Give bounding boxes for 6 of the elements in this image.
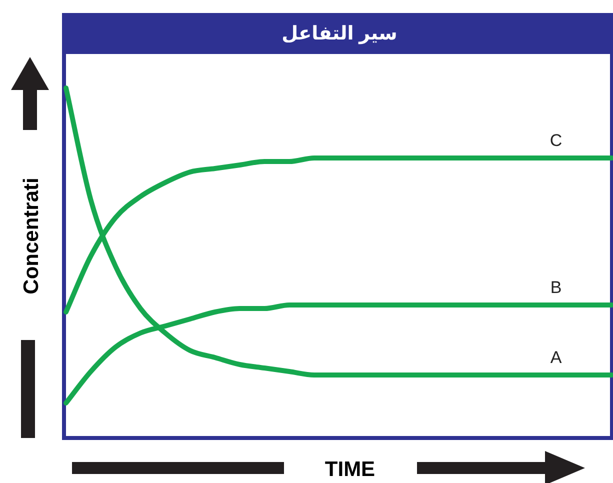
chart-title: سير التفاعل bbox=[282, 24, 398, 44]
series-label: A bbox=[550, 348, 562, 367]
series-label: B bbox=[550, 278, 562, 297]
x-axis-title: TIME bbox=[324, 458, 376, 481]
series-label: C bbox=[550, 131, 562, 150]
y-axis-title: Concentrati bbox=[20, 178, 43, 294]
